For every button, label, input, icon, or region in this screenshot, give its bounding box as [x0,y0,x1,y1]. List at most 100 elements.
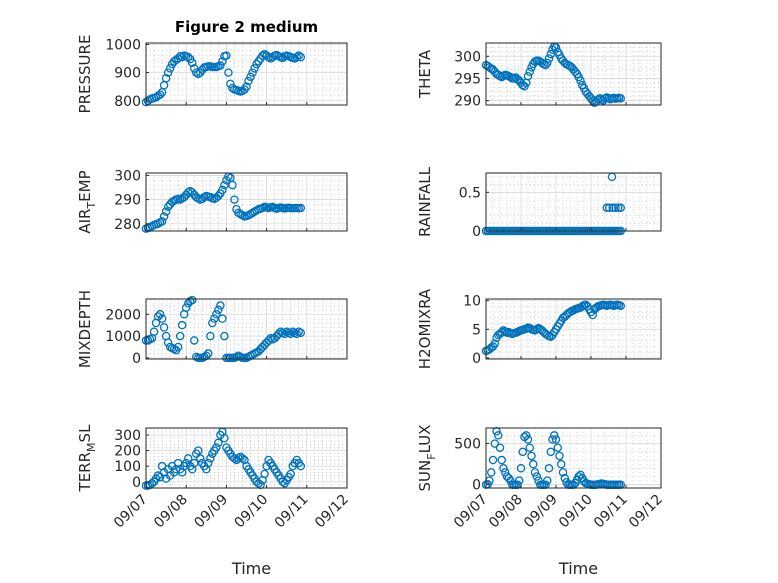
y-tick-label: 300 [114,168,141,184]
data-point [177,52,187,62]
data-point [228,180,237,190]
y-tick-label: 800 [114,94,141,110]
data-point [155,90,165,99]
subplot-rainfall: 0 0.5 RAINFALL [416,166,662,240]
axes-frame [485,172,662,232]
data-point [159,212,169,221]
data-point [544,54,554,63]
data-point [189,458,199,468]
grid [486,173,661,232]
data-point [230,195,239,204]
axes-frame [145,298,348,360]
data-point [497,455,506,465]
data-point [194,446,203,455]
y-axis-label: RAINFALL [416,166,434,237]
y-axis-label: AIRTEMP [76,170,98,233]
data-point [238,454,247,463]
data-point [616,94,626,103]
data-point [216,301,225,310]
data-point [292,329,301,339]
data-point [490,439,499,448]
y-tick-label: 300 [114,428,141,444]
y-tick-label: 0.5 [459,185,481,201]
y-tick-label: 280 [114,217,141,233]
data-point [163,68,173,77]
data-point [187,295,197,305]
y-axis-label: SUNFLUX [416,425,438,492]
y-tick-label: 0 [472,478,481,494]
data-point [189,336,199,345]
data-points [481,427,626,489]
data-point [286,469,295,479]
data-point [588,310,598,320]
x-tick-label: 09/12 [312,492,352,532]
y-tick-label: 0 [472,224,481,240]
data-point [296,203,306,213]
data-point [532,325,542,334]
data-point [189,64,199,73]
data-point [529,459,538,469]
x-tick-label: 09/11 [591,492,631,532]
data-point [493,431,503,440]
x-tick-label: 09/09 [191,492,231,532]
data-point [525,443,535,452]
data-point [296,461,306,471]
x-tick-label: 09/10 [556,492,596,532]
data-point [608,203,617,213]
data-point [161,73,171,83]
x-axis-label: Time [231,559,271,578]
data-point [551,435,561,444]
y-tick-label: 290 [114,193,141,209]
data-point [220,331,229,341]
data-point [218,185,227,195]
data-point [611,203,620,213]
data-point [499,464,508,473]
y-tick-label: 100 [114,459,141,475]
axes-frame [485,42,662,106]
data-point [250,64,259,73]
data-point [278,477,287,487]
data-point [522,431,531,440]
y-tick-label: 200 [114,444,141,460]
subplot-theta: 290 295 300 THETA [416,42,662,110]
subplot-h2omixra: 0 5 10 H2OMIXRA [416,288,662,369]
data-point [218,314,227,323]
data-point [196,454,205,463]
data-point [560,473,570,483]
chart-title: Figure 2 medium [175,18,318,36]
data-point [504,473,513,483]
data-points [141,172,306,233]
data-points [141,295,306,363]
data-point [218,57,227,66]
data-point [214,438,223,448]
data-point [248,68,257,77]
data-point [557,459,566,469]
grid [486,43,661,105]
y-tick-label: 0 [132,351,141,367]
axes-background [485,172,662,232]
y-axis-label: TERRMSL [76,424,98,493]
data-points [141,50,306,107]
x-tick-label: 09/07 [451,492,491,532]
data-point [486,468,496,477]
data-point [206,454,215,463]
data-point [165,64,175,73]
data-point [159,323,169,332]
axes-frame [145,172,348,232]
data-point [157,217,167,226]
subplot-air_temp: 280 290 300 AIRTEMP [76,168,348,234]
axes-background [145,42,348,106]
data-point [224,68,233,77]
y-tick-label: 10 [463,294,481,310]
data-point [177,320,187,330]
data-point [616,203,626,213]
axes-frame [145,427,348,489]
x-tick-label: 09/10 [232,492,272,532]
data-point [210,314,219,323]
data-point [296,328,306,338]
data-point [551,43,561,52]
data-point [553,443,563,452]
data-point [576,76,585,85]
data-point [555,451,564,461]
